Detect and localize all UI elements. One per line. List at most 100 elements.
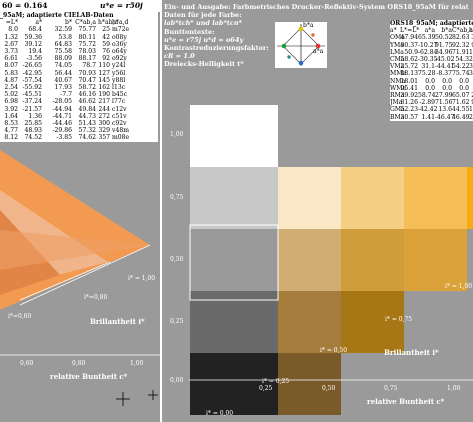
table-row: MMa48.1375.28-8.3775.74353 <box>390 70 473 77</box>
table-cell: 57.32 <box>78 127 96 135</box>
table-cell: a* <box>390 27 397 35</box>
table-cell: y88l <box>112 76 126 84</box>
table-row: 8.53 25.85 -44.46 51.43 300 c92v <box>0 120 158 127</box>
table-cell: 4.87 <box>4 76 18 84</box>
table-cell: 42 <box>102 33 110 41</box>
i-label-075: i* = 0,75 <box>385 316 413 323</box>
table-cell: BMa <box>390 113 405 121</box>
table-row: 4.77 48.93 -29.86 57.32 329 v48m <box>0 127 158 134</box>
chart-color-cell <box>190 353 278 415</box>
table-cell: 91.75 <box>435 41 453 49</box>
table-cell: 53.8 <box>58 33 72 41</box>
right-title-block: Ein- und Ausgabe: Farbmetrisches Drucker… <box>164 3 469 69</box>
table-cell: -8.37 <box>436 70 452 78</box>
table-cell: 271 <box>469 113 473 121</box>
table-cell: -3.85 <box>56 134 72 142</box>
left-top-line: 60 = 0.164 <box>2 1 48 10</box>
tone-staircase-chart <box>189 105 473 415</box>
right-panel: Ein- und Ausgabe: Farbmetrisches Drucker… <box>162 0 473 422</box>
chart-color-cell <box>278 291 341 353</box>
right-title-line7: cR = 1.0 <box>164 52 195 61</box>
chart-color-cell <box>341 291 404 353</box>
left-header-strip: 60 = 0.164 u*e = r50j <box>0 0 160 12</box>
table-cell: 47.94 <box>400 34 418 42</box>
fan-region-overlay <box>0 230 150 270</box>
table-cell: 3.73 <box>4 48 18 56</box>
table-row: 2.67 39.12 64.83 75.72 59 o36y <box>0 41 158 48</box>
table-row: 1.64 1.36 -44.71 44.73 272 c51v <box>0 113 158 120</box>
table-cell: 58.74 <box>418 92 436 100</box>
table-cell: 6.98 <box>4 98 18 106</box>
table-cell: 5.83 <box>4 69 18 77</box>
chart-color-cell <box>190 105 278 167</box>
table-cell: 59.36 <box>24 33 42 41</box>
table-cell: 18.01 <box>400 77 418 85</box>
table-row: RMa39.9258.7427.9965.0725 <box>390 92 473 99</box>
table-cell: c51v <box>112 112 127 120</box>
table-cell: 13.6 <box>438 106 452 114</box>
table-cell: 8.0 <box>8 26 18 34</box>
left-brillantheit-label: Brillantheit i* <box>90 317 145 326</box>
right-brillantheit-label: Brillantheit i* <box>384 348 439 357</box>
table-cell: a* <box>35 19 42 27</box>
table-cell: 0.0 <box>459 84 469 92</box>
table-cell: 65.07 <box>452 92 470 100</box>
table-cell: o08y <box>112 33 127 41</box>
table-cell: 3.92 <box>4 105 18 113</box>
table-cell: YMa <box>390 41 404 49</box>
right-title-line6: Kontrastreduzierungsfaktor: <box>164 44 269 53</box>
registration-crosshair <box>116 392 130 406</box>
table-cell: JMa <box>390 99 403 107</box>
y-tick-100: 1,00 <box>170 131 184 138</box>
table-cell: 162 <box>469 106 473 114</box>
chart-color-cell <box>278 353 341 415</box>
table-cell: 27.99 <box>435 92 453 100</box>
table-cell: 74.62 <box>78 134 96 142</box>
table-cell: 92 <box>102 55 110 63</box>
left-i-label-080: i*=0,80 <box>84 294 108 301</box>
table-cell: 0.0 <box>425 77 435 85</box>
y-tick-025: 0,25 <box>170 318 184 325</box>
chart-color-cell <box>341 229 404 291</box>
table-cell: 68.4 <box>28 26 42 34</box>
table-row: 8.12 74.52 -3.85 74.62 357 m08e <box>0 134 158 141</box>
table-cell: 82.63 <box>452 34 470 42</box>
table-cell: =L* <box>5 19 18 27</box>
x-tick-075: 0,75 <box>384 385 398 392</box>
table-cell: 76 <box>102 48 110 56</box>
table-row: 1.32 59.36 53.8 80.11 42 o08y <box>0 34 158 41</box>
table-row: BMa30.571.41-46.4746.49271 <box>390 114 473 121</box>
table-cell: 78.7 <box>82 62 96 70</box>
table-cell: l77c <box>112 98 126 106</box>
table-cell: -37.24 <box>22 98 42 106</box>
table-cell: 1.64 <box>4 112 18 120</box>
chart-color-cell <box>278 167 341 229</box>
table-row: 3.92 -21.57 -44.94 49.84 244 c12v <box>0 106 158 113</box>
table-cell: 30.57 <box>400 113 418 121</box>
table-cell: 74.52 <box>24 134 42 142</box>
table-cell: -3.56 <box>26 55 42 63</box>
table-cell: -45.02 <box>435 56 455 64</box>
table-cell: 51.43 <box>78 120 96 128</box>
table-cell: h*a,d <box>112 19 129 27</box>
table-cell: 38 <box>469 34 473 41</box>
table-cell: 58.72 <box>78 84 96 92</box>
table-cell: -26.65 <box>22 62 42 70</box>
table-cell: 127 <box>98 69 110 77</box>
table-cell: -29.86 <box>52 127 72 135</box>
i-label-050: i* = 0,50 <box>320 347 348 354</box>
table-cell: 25.72 <box>400 63 418 71</box>
selected-cell-outline <box>189 224 279 301</box>
table-cell: C*ab,a <box>452 27 473 35</box>
left-fan-chart <box>0 150 160 400</box>
y-tick-075: 0,75 <box>170 194 184 201</box>
left-table-header: =L* a* b* C*ab,a h*ab,ah*a,d <box>0 19 158 26</box>
table-cell: 39.92 <box>400 92 418 100</box>
table-cell: C*ab,a <box>75 19 96 27</box>
table-cell: 88.09 <box>54 55 72 63</box>
table-row: 4.87 -57.54 40.67 70.47 145 y88l <box>0 77 158 84</box>
right-table-body: a*L*=L*a*ab*aC*ab,ah*ab,aOMa47.9465.3950… <box>390 27 473 121</box>
table-cell: 56.44 <box>54 69 72 77</box>
table-cell: -46.47 <box>435 113 455 121</box>
table-cell: 1.36 <box>28 112 42 120</box>
